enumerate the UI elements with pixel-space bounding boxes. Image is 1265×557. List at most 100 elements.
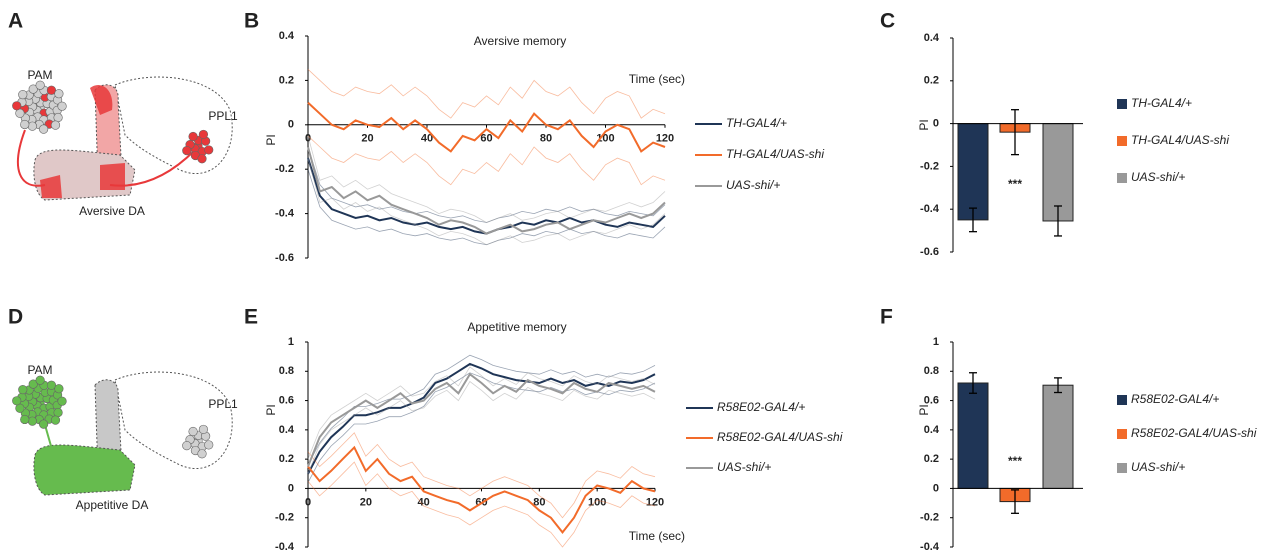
y-tick-label: 0 (288, 119, 294, 131)
neuron (204, 440, 214, 450)
legend-label: TH-GAL4/+ (726, 116, 787, 130)
legend-label: UAS-shi/+ (717, 460, 771, 474)
neuron (28, 379, 38, 389)
diagram-caption: Aversive DA (79, 204, 145, 218)
annotation: *** (1008, 177, 1022, 191)
x-tick-label: 40 (421, 133, 433, 145)
x-tick-label: 60 (480, 133, 492, 145)
x-tick-label: 100 (588, 496, 606, 508)
x-tick-label: 40 (418, 496, 430, 508)
neuron (39, 419, 49, 429)
neuron-projection (16, 129, 196, 187)
mean-line (307, 101, 666, 153)
panel-label: B (244, 10, 259, 33)
y-tick-label: 0.4 (279, 30, 295, 42)
neuron (28, 84, 38, 94)
y-tick-label: -0.6 (920, 246, 939, 258)
neuron (18, 90, 28, 100)
brain-diagram: PAM PPL1 Aversive DA (16, 68, 238, 218)
neuron (35, 80, 45, 90)
neuron (46, 380, 57, 390)
sem-line (307, 146, 666, 223)
y-tick-label: 0.2 (279, 74, 294, 86)
legend-label: UAS-shi/+ (726, 178, 780, 192)
neuron (198, 424, 209, 435)
diagram-caption: Appetitive DA (76, 498, 149, 512)
chart-title: Aversive memory (474, 34, 566, 48)
x-tick-label: 0 (305, 133, 311, 145)
legend-label: R58E02-GAL4/+ (1131, 392, 1219, 406)
neuron (188, 426, 198, 437)
y-tick-label: 1 (933, 336, 939, 348)
sem-line (307, 366, 656, 460)
neuron (188, 131, 198, 142)
neuron (39, 124, 49, 134)
y-tick-label: -0.4 (920, 541, 940, 553)
x-tick-label: 80 (540, 133, 552, 145)
neuron (18, 385, 28, 395)
legend-swatch (1117, 463, 1127, 473)
neuron (54, 89, 64, 99)
mean-line (307, 146, 666, 235)
y-axis-label: PI (264, 134, 278, 145)
legend-label: TH-GAL4/+ (1131, 96, 1192, 110)
x-tick-label: 0 (305, 496, 311, 508)
sem-line (307, 135, 666, 223)
legend-swatch (1117, 136, 1127, 146)
legend-label: TH-GAL4/UAS-shi (1131, 133, 1229, 147)
mean-line (307, 362, 656, 475)
neuron (27, 416, 37, 426)
x-tick-label: 80 (533, 496, 545, 508)
bar (957, 382, 989, 489)
neuron (57, 396, 67, 406)
y-tick-label: 0.4 (924, 424, 940, 436)
mean-line (307, 445, 656, 535)
y-tick-label: 0.4 (279, 424, 295, 436)
neuron (12, 396, 22, 406)
neuron (50, 120, 61, 130)
y-tick-label: 0.2 (279, 453, 294, 465)
neuron (35, 375, 45, 385)
sem-line (307, 169, 666, 246)
panel-label: C (880, 10, 895, 33)
bar (1042, 123, 1074, 222)
neuron-projection (44, 424, 56, 461)
y-tick-label: -0.2 (275, 512, 294, 524)
x-tick-label: 120 (646, 496, 664, 508)
sem-line (307, 354, 656, 466)
legend-label: TH-GAL4/UAS-shi (726, 147, 824, 161)
legend-label: R58E02-GAL4/UAS-shi (1131, 426, 1257, 440)
y-tick-label: -0.6 (275, 252, 294, 264)
chart-title: Appetitive memory (467, 320, 566, 334)
y-tick-label: 1 (288, 336, 294, 348)
cluster-label: PAM (27, 363, 52, 377)
bar (1042, 384, 1074, 489)
annotation: *** (1008, 454, 1022, 468)
y-tick-label: 0.6 (279, 394, 294, 406)
da-innervation (40, 84, 125, 198)
mean-line (307, 372, 656, 467)
y-tick-label: 0.8 (924, 365, 939, 377)
cluster-label: PPL1 (208, 109, 238, 123)
neuron (12, 101, 22, 111)
x-tick-label: 20 (361, 133, 373, 145)
legend-swatch (1117, 173, 1127, 183)
neuron (197, 154, 207, 164)
calyx-outline (114, 371, 233, 470)
sem-line (307, 69, 666, 119)
y-tick-label: 0.2 (924, 453, 939, 465)
neuron (182, 441, 192, 451)
x-axis-label: Time (sec) (629, 529, 685, 543)
y-tick-label: -0.2 (275, 163, 294, 175)
cluster-label: PPL1 (208, 397, 238, 411)
panel-label: D (8, 306, 23, 329)
sem-line (307, 380, 656, 474)
legend-label: R58E02-GAL4/+ (717, 400, 805, 414)
neuron (27, 121, 37, 131)
y-tick-label: -0.4 (920, 203, 940, 215)
panel-label: E (244, 306, 258, 329)
y-tick-label: 0 (288, 482, 294, 494)
y-axis-label: PI (917, 404, 931, 415)
